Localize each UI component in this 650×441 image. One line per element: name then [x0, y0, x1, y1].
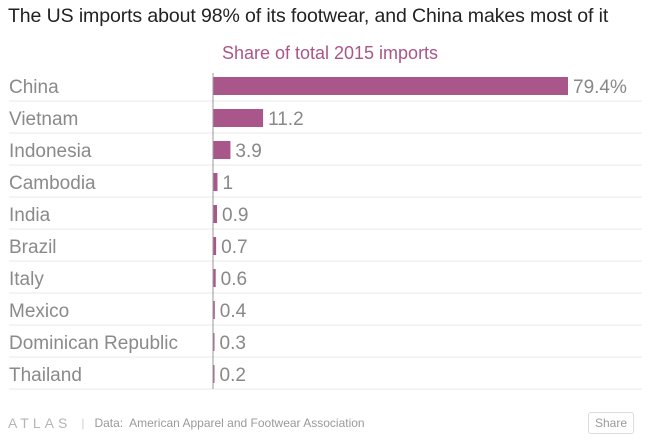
bar: [213, 205, 218, 223]
category-label: India: [9, 205, 51, 226]
value-label: 0.4: [220, 301, 247, 322]
bar: [213, 269, 216, 287]
category-label: Vietnam: [9, 109, 78, 130]
category-label: Indonesia: [9, 141, 92, 162]
value-label: 3.9: [235, 141, 261, 162]
value-label: 1: [222, 173, 233, 194]
bar: [213, 301, 215, 319]
footer: ATLAS | Data: American Apparel and Footw…: [8, 412, 642, 434]
category-label: Mexico: [9, 301, 69, 322]
bar: [213, 365, 215, 383]
value-label: 0.9: [222, 205, 248, 226]
category-label: China: [9, 77, 59, 98]
value-label: 79.4%: [573, 77, 627, 98]
category-label: Brazil: [9, 237, 57, 258]
bar: [213, 141, 231, 159]
value-label: 0.7: [221, 237, 247, 258]
bar: [213, 237, 217, 255]
atlas-logo[interactable]: ATLAS: [8, 415, 72, 431]
category-label: Italy: [9, 269, 44, 290]
chart-subtitle: Share of total 2015 imports: [222, 43, 438, 63]
chart-title: The US imports about 98% of its footwear…: [8, 5, 609, 27]
value-label: 0.6: [221, 269, 247, 290]
category-label: Dominican Republic: [9, 333, 178, 354]
value-label: 0.3: [220, 333, 246, 354]
bar: [213, 173, 218, 191]
footer-separator: |: [81, 416, 85, 430]
category-label: Cambodia: [9, 173, 96, 194]
bar-chart: Share of total 2015 imports China 79.4% Vie…: [9, 43, 642, 390]
bar: [213, 77, 568, 95]
source-text: American Apparel and Footwear Associatio…: [129, 416, 365, 430]
bar: [213, 333, 215, 351]
value-label: 11.2: [268, 109, 304, 130]
source-label: Data:: [94, 416, 124, 430]
bar: [213, 109, 264, 127]
category-label: Thailand: [9, 365, 82, 386]
share-button[interactable]: Share: [587, 412, 634, 434]
value-label: 0.2: [220, 365, 246, 386]
